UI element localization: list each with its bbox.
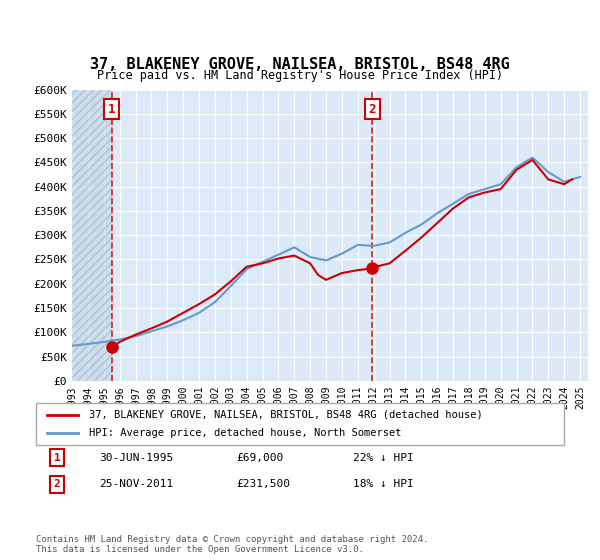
Text: 30-JUN-1995: 30-JUN-1995 xyxy=(100,452,173,463)
Text: 1: 1 xyxy=(54,452,61,463)
Text: £231,500: £231,500 xyxy=(236,479,290,489)
Bar xyxy=(72,90,112,381)
Text: 18% ↓ HPI: 18% ↓ HPI xyxy=(353,479,413,489)
Text: HPI: Average price, detached house, North Somerset: HPI: Average price, detached house, Nort… xyxy=(89,428,401,438)
Text: £69,000: £69,000 xyxy=(236,452,284,463)
Text: 37, BLAKENEY GROVE, NAILSEA, BRISTOL, BS48 4RG: 37, BLAKENEY GROVE, NAILSEA, BRISTOL, BS… xyxy=(90,57,510,72)
Text: 37, BLAKENEY GROVE, NAILSEA, BRISTOL, BS48 4RG (detached house): 37, BLAKENEY GROVE, NAILSEA, BRISTOL, BS… xyxy=(89,410,482,420)
Text: 22% ↓ HPI: 22% ↓ HPI xyxy=(353,452,413,463)
Text: 1: 1 xyxy=(108,102,115,115)
FancyBboxPatch shape xyxy=(36,403,564,445)
Text: Contains HM Land Registry data © Crown copyright and database right 2024.
This d: Contains HM Land Registry data © Crown c… xyxy=(36,535,428,554)
Text: 2: 2 xyxy=(368,102,376,115)
Text: 2: 2 xyxy=(54,479,61,489)
Text: Price paid vs. HM Land Registry's House Price Index (HPI): Price paid vs. HM Land Registry's House … xyxy=(97,69,503,82)
Text: 25-NOV-2011: 25-NOV-2011 xyxy=(100,479,173,489)
